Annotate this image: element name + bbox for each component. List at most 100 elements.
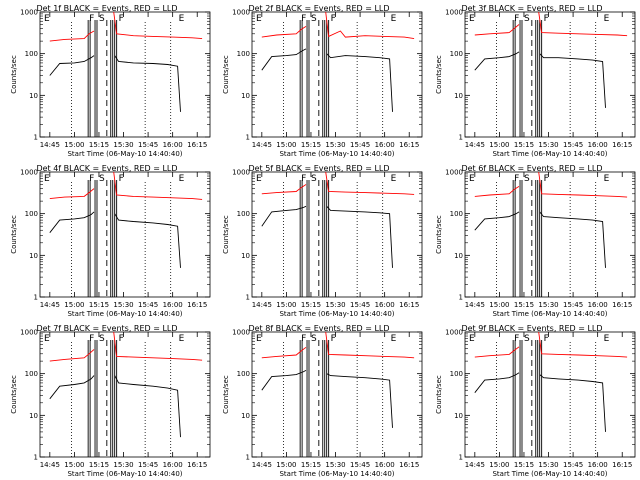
x-tick-label: 14:45	[40, 301, 60, 309]
panel-title: Det 9f BLACK = Events, RED = LLD	[461, 324, 602, 333]
x-tick-label: 16:15	[399, 141, 419, 149]
x-tick-label: 15:30	[113, 301, 133, 309]
y-tick-label: 100	[237, 50, 250, 58]
lld-series-line	[261, 11, 415, 40]
y-tick-label: 1	[459, 134, 463, 142]
events-series-line	[474, 211, 606, 268]
event-marker-label: F	[301, 334, 306, 344]
events-series-line	[49, 55, 181, 112]
x-axis-label: Start Time (06-May-10 14:40:40)	[279, 150, 394, 158]
x-tick-label: 16:00	[588, 301, 608, 309]
event-marker-label: E	[179, 174, 185, 184]
x-tick-label: 14:45	[252, 141, 272, 149]
x-tick-label: 16:00	[588, 141, 608, 149]
event-marker-label: E	[179, 334, 185, 344]
x-tick-label: 15:15	[89, 461, 109, 469]
y-axis-label: Counts/sec	[222, 375, 230, 414]
event-marker-label: E	[44, 334, 50, 344]
y-axis-label: Counts/sec	[222, 55, 230, 94]
event-marker-label: S	[311, 174, 317, 184]
panel-title: Det 4f BLACK = Events, RED = LLD	[36, 164, 177, 173]
x-tick-label: 15:00	[64, 301, 84, 309]
event-marker-label: E	[469, 334, 475, 344]
y-tick-label: 100	[450, 370, 463, 378]
y-tick-label: 1000	[445, 169, 463, 177]
event-marker-label: F	[119, 174, 124, 184]
y-tick-label: 10	[29, 252, 38, 260]
x-tick-label: 15:45	[563, 141, 583, 149]
x-tick-label: 15:00	[489, 141, 509, 149]
x-tick-label: 15:15	[301, 141, 321, 149]
lld-series-line	[49, 171, 203, 200]
x-tick-label: 14:45	[40, 461, 60, 469]
x-tick-label: 15:15	[89, 301, 109, 309]
y-tick-label: 1	[246, 454, 250, 462]
x-axis-label: Start Time (06-May-10 14:40:40)	[492, 150, 607, 158]
detector-panel-1: Det 1f BLACK = Events, RED = LLD 1 10 100 10…	[10, 4, 211, 158]
plot-frame	[464, 11, 636, 138]
event-marker-label: S	[99, 14, 105, 24]
y-axis-label: Counts/sec	[10, 375, 18, 414]
event-marker-label: S	[524, 14, 530, 24]
x-tick-label: 15:30	[113, 461, 133, 469]
x-tick-label: 15:30	[538, 301, 558, 309]
y-tick-label: 10	[29, 92, 38, 100]
event-marker-label: E	[469, 174, 475, 184]
event-marker-label: E	[179, 14, 185, 24]
x-axis-label: Start Time (06-May-10 14:40:40)	[279, 310, 394, 318]
x-tick-label: 15:45	[138, 461, 158, 469]
y-tick-label: 100	[237, 370, 250, 378]
y-tick-label: 100	[25, 210, 38, 218]
y-tick-label: 100	[450, 210, 463, 218]
event-marker-label: F	[514, 174, 519, 184]
x-tick-label: 15:45	[138, 301, 158, 309]
x-tick-label: 15:15	[514, 141, 534, 149]
event-marker-label: F	[331, 174, 336, 184]
x-tick-label: 16:15	[187, 301, 207, 309]
x-tick-label: 15:15	[514, 301, 534, 309]
y-tick-label: 100	[25, 50, 38, 58]
x-tick-label: 15:45	[563, 301, 583, 309]
x-tick-label: 15:45	[563, 461, 583, 469]
plot-frame	[39, 11, 211, 138]
y-tick-label: 100	[450, 50, 463, 58]
detector-panel-7: Det 7f BLACK = Events, RED = LLD 1 10 100 10…	[10, 324, 211, 478]
x-tick-label: 15:30	[325, 461, 345, 469]
x-tick-label: 15:00	[276, 141, 296, 149]
y-tick-label: 1000	[445, 329, 463, 337]
events-series-line	[49, 375, 181, 438]
event-marker-label: S	[524, 174, 530, 184]
events-series-line	[49, 211, 181, 268]
y-tick-label: 1	[459, 294, 463, 302]
event-marker-label: F	[331, 14, 336, 24]
event-marker-label: F	[89, 334, 94, 344]
event-marker-label: F	[544, 174, 549, 184]
y-tick-label: 10	[241, 92, 250, 100]
detector-panel-2: Det 2f BLACK = Events, RED = LLD 1 10 100 10…	[222, 4, 423, 158]
y-tick-label: 1	[34, 134, 38, 142]
y-tick-label: 10	[454, 252, 463, 260]
plot-frame	[251, 11, 423, 138]
event-marker-label: E	[44, 14, 50, 24]
panel-title: Det 6f BLACK = Events, RED = LLD	[461, 164, 602, 173]
plot-frame	[464, 331, 636, 458]
x-tick-label: 15:45	[350, 461, 370, 469]
y-tick-label: 1	[246, 134, 250, 142]
event-marker-label: E	[256, 174, 262, 184]
lld-series-line	[261, 331, 415, 359]
event-marker-label: E	[604, 14, 610, 24]
y-tick-label: 1000	[20, 169, 38, 177]
x-tick-label: 16:00	[375, 301, 395, 309]
detector-panel-9: Det 9f BLACK = Events, RED = LLD 1 10 100 10…	[435, 324, 636, 478]
x-axis-label: Start Time (06-May-10 14:40:40)	[67, 470, 182, 478]
y-axis-label: Counts/sec	[10, 215, 18, 254]
panel-title: Det 8f BLACK = Events, RED = LLD	[248, 324, 389, 333]
lld-series-line	[474, 11, 628, 37]
panel-title: Det 3f BLACK = Events, RED = LLD	[461, 4, 602, 13]
y-tick-label: 1	[34, 454, 38, 462]
x-tick-label: 15:00	[276, 461, 296, 469]
y-tick-label: 10	[454, 92, 463, 100]
x-tick-label: 15:45	[350, 301, 370, 309]
panel-title: Det 2f BLACK = Events, RED = LLD	[248, 4, 389, 13]
x-tick-label: 15:30	[538, 141, 558, 149]
